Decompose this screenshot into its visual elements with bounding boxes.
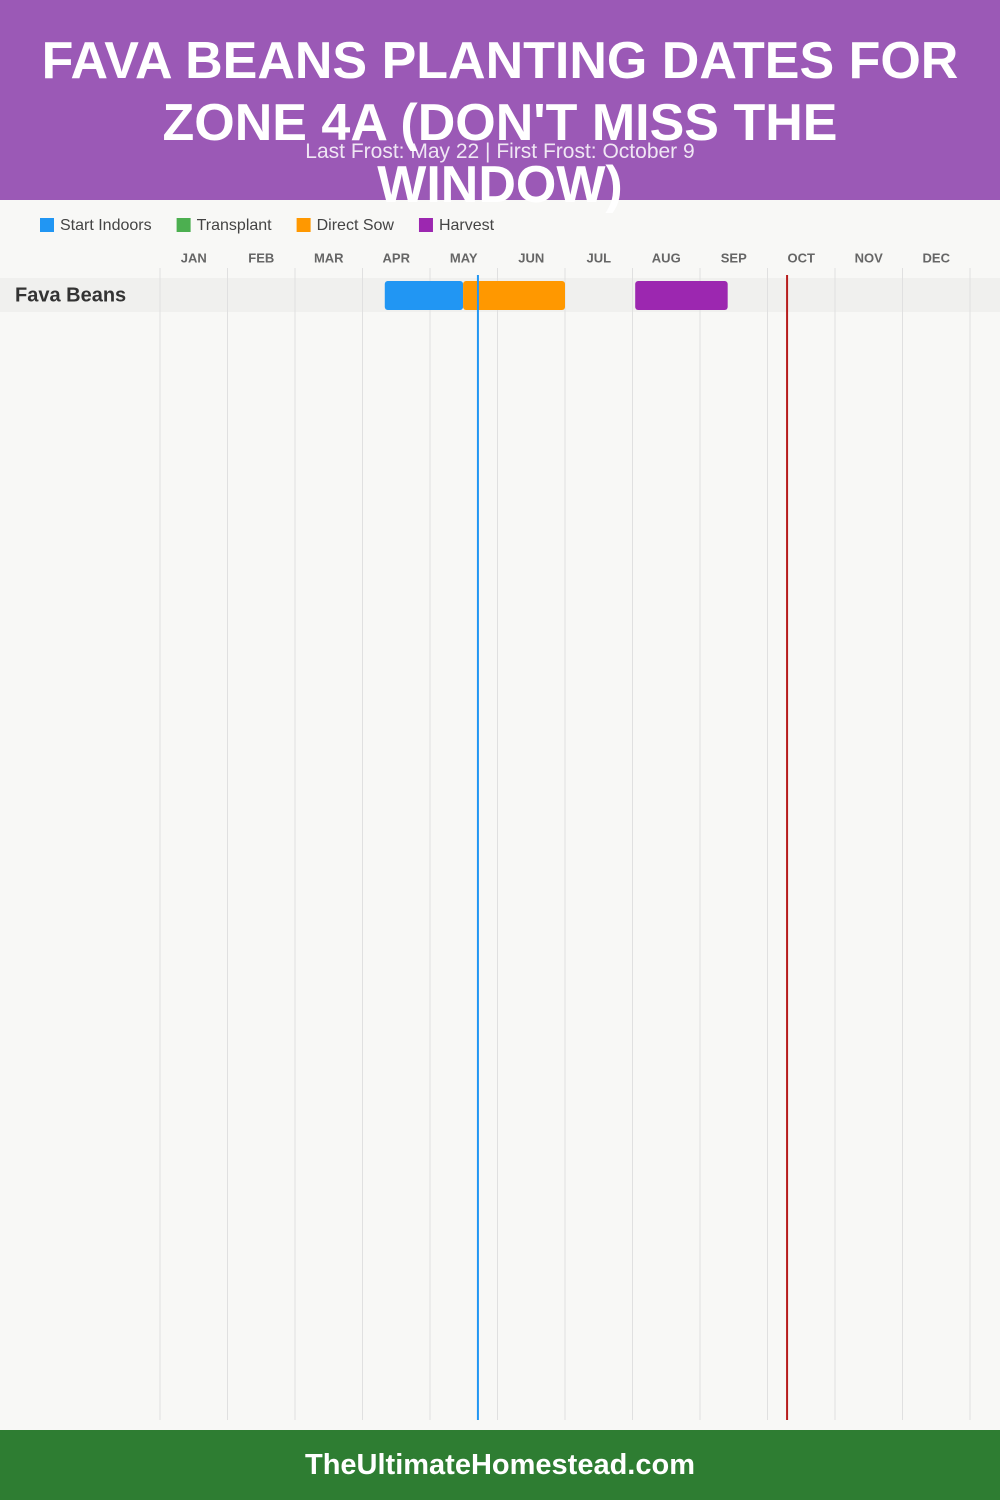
- header: FAVA BEANS PLANTING DATES FOR ZONE 4A (D…: [0, 0, 1000, 214]
- legend-label: Harvest: [439, 217, 495, 234]
- legend-swatch: [176, 218, 191, 232]
- month-label: NOV: [855, 250, 884, 265]
- legend-label: Start Indoors: [60, 217, 152, 234]
- row-label: Fava Beans: [15, 284, 126, 306]
- month-label: OCT: [788, 250, 816, 265]
- range-bar: [635, 281, 728, 310]
- month-label: SEP: [721, 250, 747, 265]
- month-label: JUN: [518, 250, 544, 265]
- month-label: FEB: [248, 250, 274, 265]
- legend-swatch: [418, 218, 433, 232]
- month-label: MAY: [450, 250, 478, 265]
- month-label: APR: [383, 250, 411, 265]
- legend-swatch: [296, 218, 311, 232]
- month-label: JUL: [586, 250, 611, 265]
- legend-label: Transplant: [197, 217, 273, 234]
- legend-swatch: [40, 218, 54, 232]
- chart: Start Indoors Transplant Direct Sow Harvest…: [0, 217, 1000, 1420]
- month-label: AUG: [652, 250, 681, 265]
- month-label: JAN: [181, 250, 207, 265]
- subtitle: Last Frost: May 22 | First Frost: Octobe…: [305, 140, 695, 163]
- range-bar: [463, 281, 565, 310]
- legend-label: Direct Sow: [317, 217, 395, 234]
- range-bar: [384, 281, 464, 310]
- title: FAVA BEANS PLANTING DATES FOR ZONE 4A (D…: [41, 32, 959, 214]
- month-label: DEC: [923, 250, 951, 265]
- footer: TheUltimateHomestead.com: [0, 1430, 1000, 1500]
- month-label: MAR: [314, 250, 344, 265]
